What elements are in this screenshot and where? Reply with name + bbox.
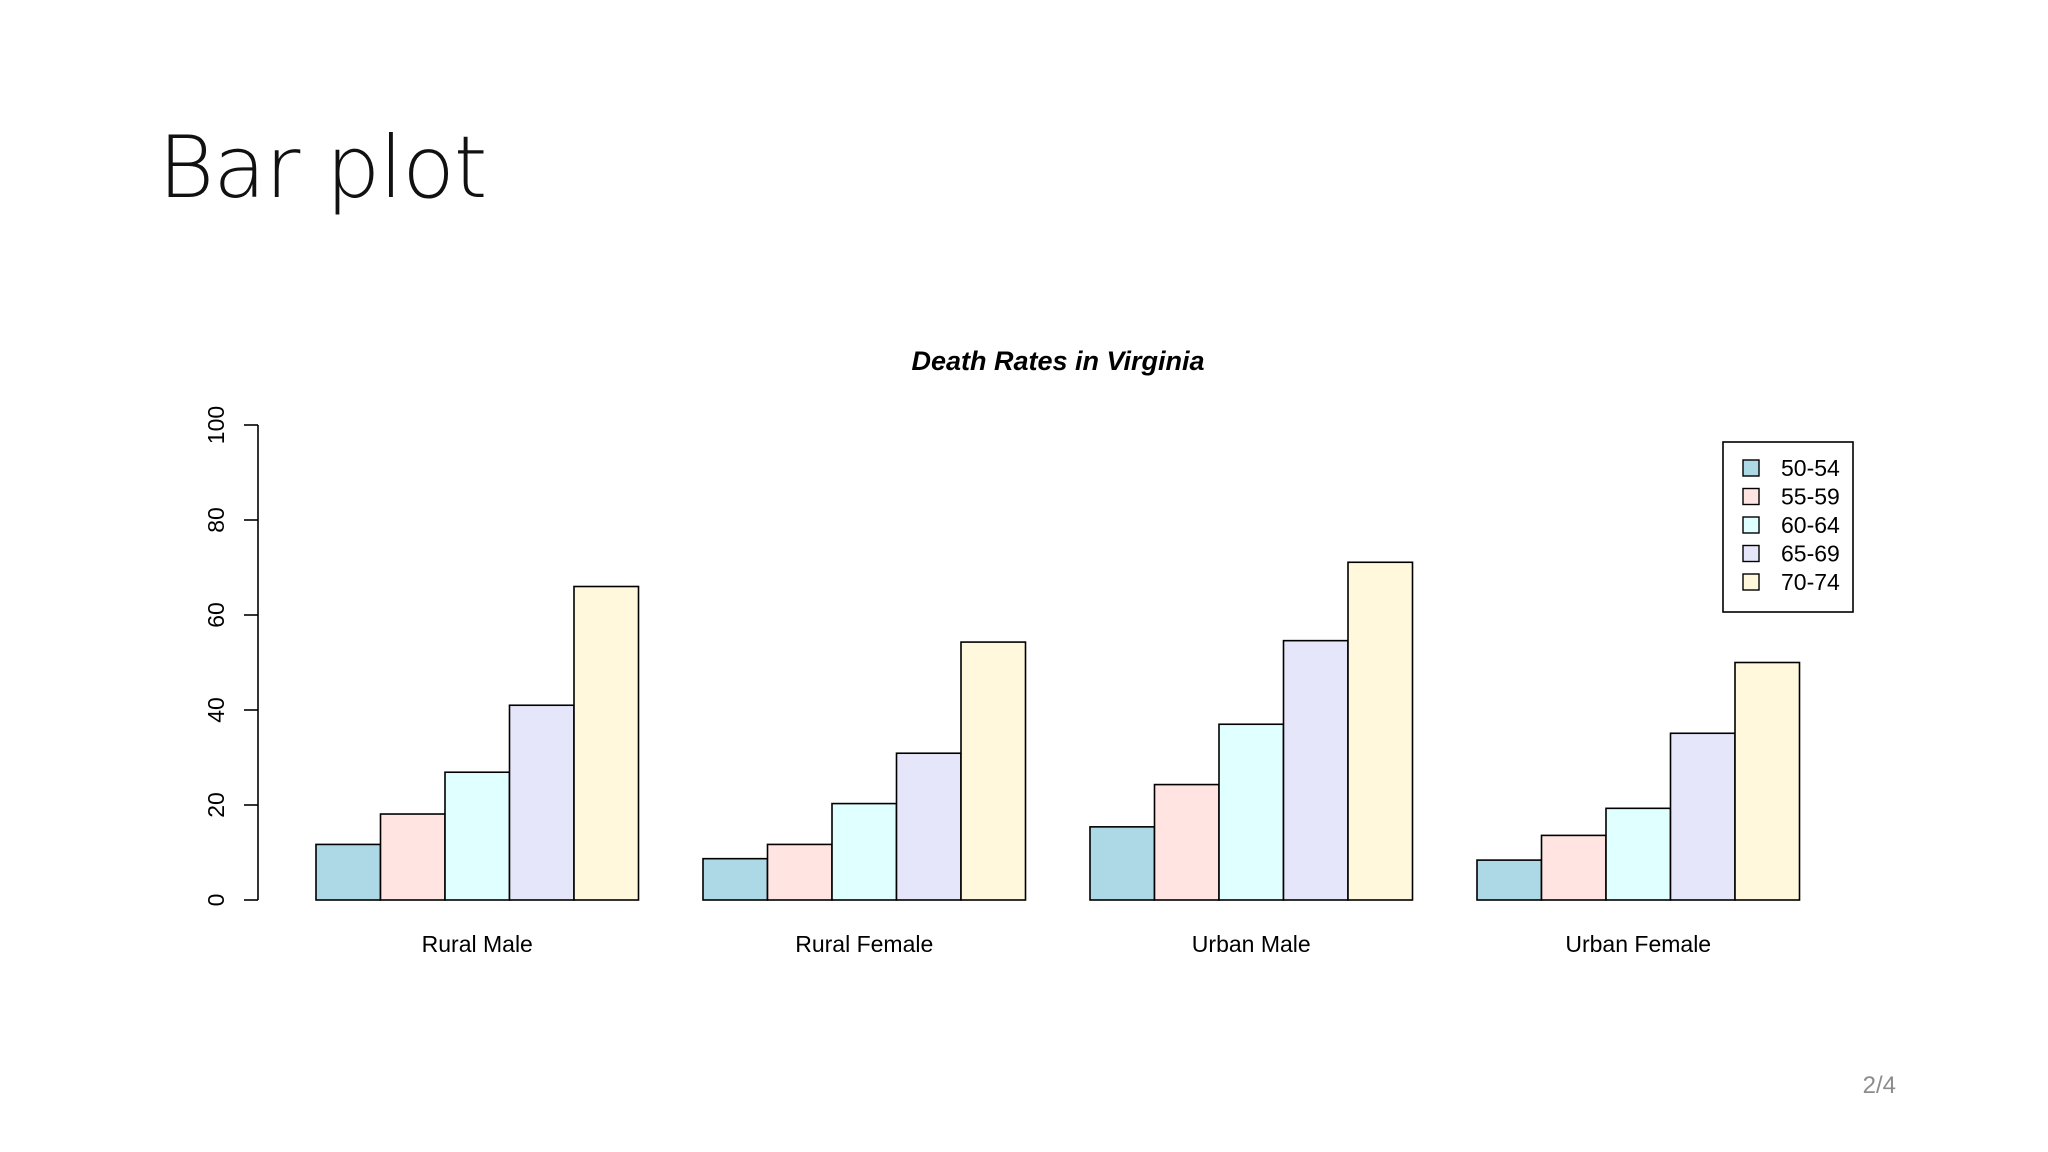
bar (1282, 639, 1349, 901)
bar (831, 802, 898, 901)
legend-label: 60-64 (1781, 512, 1840, 538)
y-axis: 0 20 40 60 80 100 (203, 406, 259, 907)
bar (1089, 826, 1156, 901)
bar (508, 704, 575, 901)
bar (960, 641, 1027, 901)
chart-title: Death Rates in Virginia (911, 346, 1204, 376)
bar (895, 752, 962, 901)
legend-swatch (1742, 516, 1760, 534)
page-number: 2/4 (1862, 1072, 1896, 1099)
category-labels: Rural Male Rural Female Urban Male Urban Fe… (422, 931, 1711, 957)
y-tick-label: 20 (203, 792, 229, 818)
legend-swatch (1742, 459, 1760, 477)
legend-label: 65-69 (1781, 541, 1840, 567)
legend-label: 55-59 (1781, 484, 1840, 510)
legend-label: 70-74 (1781, 569, 1840, 595)
bar (1734, 661, 1801, 901)
bar (1153, 783, 1220, 901)
y-tick-label: 100 (203, 406, 229, 444)
y-tick-label: 40 (203, 697, 229, 723)
bar (1605, 807, 1672, 901)
bar (1669, 732, 1736, 901)
slide-title: Bar plot (158, 118, 488, 218)
y-tick-label: 0 (203, 894, 229, 907)
category-label: Rural Female (795, 931, 933, 957)
bar (1540, 834, 1607, 901)
bar (1218, 723, 1285, 901)
bar (1347, 561, 1414, 901)
bar (1476, 859, 1543, 901)
bars (315, 561, 1801, 901)
bar (766, 843, 833, 901)
bar (573, 585, 640, 901)
bar (702, 857, 769, 901)
legend-label: 50-54 (1781, 455, 1840, 481)
legend-swatch (1742, 487, 1760, 506)
y-tick-label: 60 (203, 602, 229, 628)
bar (379, 813, 446, 901)
legend-swatch (1742, 573, 1760, 591)
bar (444, 771, 511, 901)
category-label: Urban Female (1565, 931, 1711, 957)
category-label: Rural Male (422, 931, 533, 957)
legend-swatch (1742, 544, 1760, 563)
y-tick-label: 80 (203, 507, 229, 533)
category-label: Urban Male (1192, 931, 1311, 957)
bar (315, 843, 382, 901)
